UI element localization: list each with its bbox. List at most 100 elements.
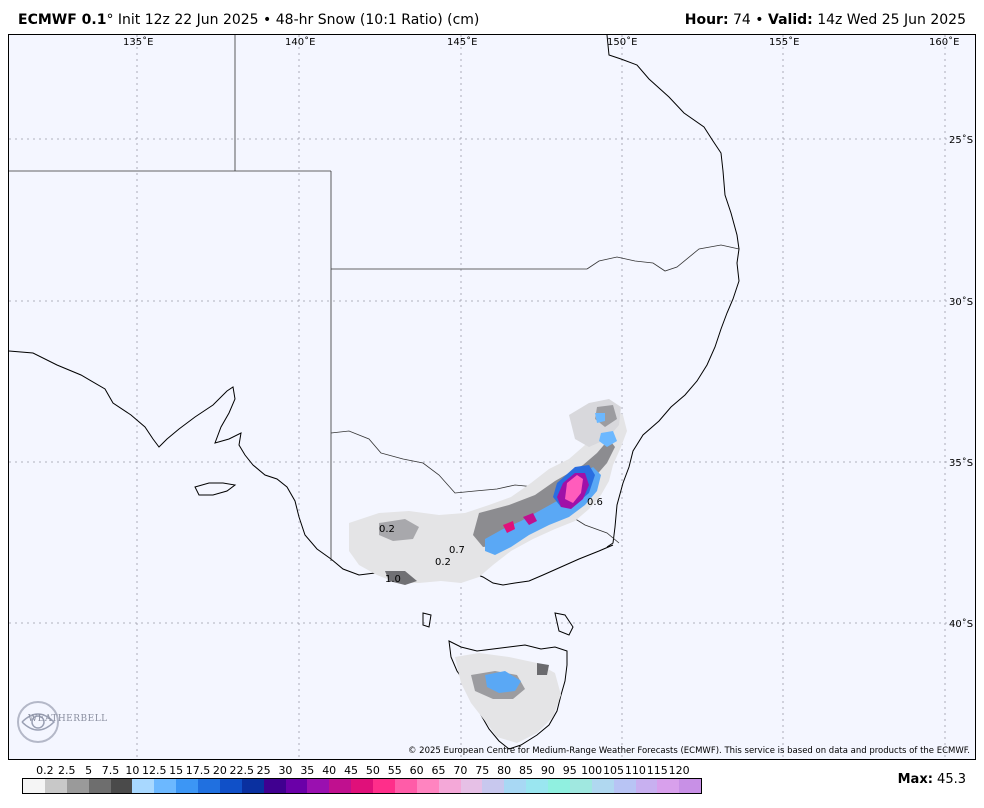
legend-swatch [329, 779, 352, 793]
legend-swatch [219, 779, 242, 793]
legend-label: 35 [300, 764, 315, 777]
legend-label: 100 [581, 764, 603, 777]
hour-label: Hour: [684, 12, 729, 28]
legend-swatch [110, 779, 133, 793]
legend-swatch [88, 779, 111, 793]
lon-label: 150˚E [607, 36, 637, 48]
value-annotations: 0.2 0.7 0.2 1.0 0.6 [379, 497, 603, 585]
legend-label: 7.5 [101, 764, 120, 777]
weatherbell-logo: WEATHERBELL [12, 700, 107, 746]
model-name: ECMWF 0.1 [18, 12, 107, 28]
legend-label: 10 [125, 764, 140, 777]
legend-label: 80 [497, 764, 512, 777]
value-annotation: 0.6 [587, 497, 603, 508]
header: ECMWF 0.1° Init 12z 22 Jun 2025 • 48-hr … [0, 0, 984, 34]
legend-swatch [66, 779, 89, 793]
legend-label: 12.5 [141, 764, 167, 777]
legend-swatch [569, 779, 592, 793]
state-borders [9, 35, 740, 561]
legend-swatch [198, 779, 220, 793]
legend-label: 25 [256, 764, 271, 777]
value-annotation: 0.2 [379, 524, 395, 535]
legend-label: 0.2 [36, 764, 54, 777]
legend-swatch [482, 779, 505, 793]
legend-swatch [438, 779, 461, 793]
value-annotation: 1.0 [385, 574, 401, 585]
legend-swatch [351, 779, 373, 793]
hour-value: 74 [733, 12, 751, 28]
legend-label: 30 [278, 764, 293, 777]
lon-label: 135˚E [123, 36, 153, 48]
legend-swatch [241, 779, 264, 793]
separator: • [263, 12, 272, 28]
degree-symbol: ° [106, 12, 114, 28]
lon-label: 140˚E [285, 36, 315, 48]
legend-label: 40 [322, 764, 337, 777]
legend-swatch [285, 779, 308, 793]
legend-label: 2.5 [57, 764, 76, 777]
legend-label: 110 [624, 764, 646, 777]
legend-label: 65 [431, 764, 446, 777]
snowfall-field [349, 399, 627, 743]
max-label: Max: [897, 772, 933, 787]
legend-swatch [394, 779, 417, 793]
lon-label: 160˚E [929, 36, 959, 48]
legend-label: 17.5 [185, 764, 211, 777]
legend-swatch [679, 779, 702, 793]
map: 135˚E 140˚E 145˚E 150˚E 155˚E 160˚E 25˚S… [8, 34, 976, 760]
legend-label: 5 [85, 764, 93, 777]
legend-swatch [635, 779, 658, 793]
lon-label: 145˚E [447, 36, 477, 48]
max-value: Max: 45.3 [898, 772, 966, 787]
coastline [9, 35, 740, 750]
legend-swatch [44, 779, 67, 793]
legend-swatch [526, 779, 548, 793]
legend-label: 55 [387, 764, 402, 777]
legend-swatch [548, 779, 570, 793]
legend-label: 60 [409, 764, 424, 777]
legend-label: 20 [212, 764, 227, 777]
value-annotation: 0.7 [449, 545, 465, 556]
valid-label: Valid: [768, 12, 813, 28]
legend-label: 22.5 [229, 764, 254, 777]
legend-swatch [591, 779, 614, 793]
legend-swatch [460, 779, 483, 793]
init-time: Init 12z 22 Jun 2025 [117, 12, 259, 28]
legend-swatch [23, 779, 45, 793]
legend-label: 120 [668, 764, 690, 777]
map-title: ECMWF 0.1° Init 12z 22 Jun 2025 • 48-hr … [18, 12, 479, 28]
legend-label: 45 [344, 764, 359, 777]
valid-info: Hour: 74 • Valid: 14z Wed 25 Jun 2025 [685, 12, 966, 28]
lat-label: 30˚S [949, 296, 973, 308]
separator: • [755, 12, 764, 28]
legend-swatch [132, 779, 155, 793]
color-legend: 0.2 2.5 5 7.5 10 12.5 15 17.5 20 22.5 25 30 35 40 45 50… [22, 764, 702, 804]
value-annotation: 0.2 [435, 557, 451, 568]
legend-label: 15 [169, 764, 184, 777]
legend-label: 85 [519, 764, 534, 777]
lat-label: 35˚S [949, 457, 973, 469]
legend-label: 105 [603, 764, 625, 777]
legend-swatch [154, 779, 177, 793]
map-canvas: 135˚E 140˚E 145˚E 150˚E 155˚E 160˚E 25˚S… [9, 35, 975, 759]
valid-value: 14z Wed 25 Jun 2025 [817, 12, 966, 28]
graticule [9, 35, 975, 759]
legend-swatch [613, 779, 636, 793]
legend-swatch [657, 779, 680, 793]
legend-swatch [373, 779, 395, 793]
lat-label: 25˚S [949, 134, 973, 146]
legend-label: 90 [540, 764, 555, 777]
axis-labels: 135˚E 140˚E 145˚E 150˚E 155˚E 160˚E 25˚S… [123, 36, 973, 630]
max-number: 45.3 [937, 772, 966, 787]
legend-label: 70 [453, 764, 468, 777]
legend-label: 50 [365, 764, 380, 777]
legend-swatch [263, 779, 286, 793]
legend-labels: 0.2 2.5 5 7.5 10 12.5 15 17.5 20 22.5 25 30 35 40 45 50… [22, 764, 702, 778]
legend-label: 115 [646, 764, 668, 777]
swirl-icon [17, 701, 59, 743]
legend-swatch [416, 779, 439, 793]
legend-label: 95 [562, 764, 577, 777]
lon-label: 155˚E [769, 36, 799, 48]
legend-swatch [504, 779, 527, 793]
lat-label: 40˚S [949, 618, 973, 630]
